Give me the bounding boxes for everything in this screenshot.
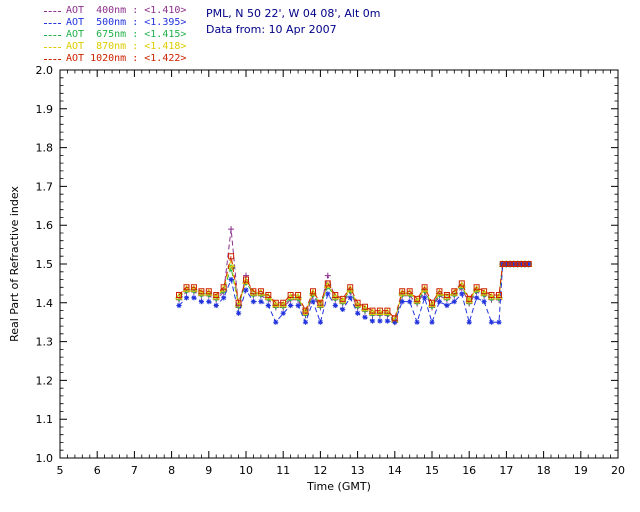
x-tick-label: 19 [574, 464, 588, 477]
header-date: Data from: 10 Apr 2007 [206, 23, 337, 36]
x-tick-label: 16 [462, 464, 476, 477]
legend-item: AOT 675nm : <1.415> [44, 29, 186, 41]
y-tick-label: 1.3 [36, 336, 54, 349]
legend-line-sample-icon [44, 34, 61, 36]
y-tick-label: 1.9 [36, 103, 54, 116]
x-tick-label: 11 [276, 464, 290, 477]
y-axis-title: Real Part of Refractive index [8, 186, 21, 342]
series-AOT-1020nm [176, 253, 532, 322]
legend-line-sample-icon [44, 22, 61, 24]
legend-label: AOT 870nm : <1.418> [66, 41, 187, 52]
legend-line-sample-icon [44, 10, 61, 12]
y-tick-label: 1.7 [36, 180, 54, 193]
y-tick-label: 1.8 [36, 142, 54, 155]
x-tick-label: 9 [205, 464, 212, 477]
legend-label: AOT 500nm : <1.395> [66, 17, 187, 28]
y-tick-label: 2.0 [36, 64, 54, 77]
legend-item: AOT 1020nm : <1.422> [44, 53, 186, 65]
x-tick-label: 17 [499, 464, 513, 477]
legend-line-sample-icon [44, 58, 61, 60]
legend-item: AOT 870nm : <1.418> [44, 41, 186, 53]
y-tick-label: 1.5 [36, 258, 54, 271]
x-tick-label: 8 [168, 464, 175, 477]
x-tick-label: 18 [537, 464, 551, 477]
x-tick-label: 7 [131, 464, 138, 477]
series-AOT-400nm [176, 226, 532, 326]
legend-item: AOT 400nm : <1.410> [44, 5, 186, 17]
x-axis-title: Time (GMT) [306, 480, 371, 493]
plot-frame [59, 69, 619, 459]
x-tick-label: 5 [57, 464, 64, 477]
x-tick-label: 6 [94, 464, 101, 477]
header-info: PML, N 50 22', W 04 08', Alt 0m Data fro… [206, 6, 380, 38]
x-tick-label: 14 [388, 464, 402, 477]
header-location: PML, N 50 22', W 04 08', Alt 0m [206, 7, 381, 20]
x-tick-label: 12 [313, 464, 327, 477]
legend: AOT 400nm : <1.410> AOT 500nm : <1.395> AO… [44, 5, 186, 65]
x-axis: 5 6 7 8 9 10 11 12 13 14 15 16 17 18 19 20 Time (GMT) [57, 464, 626, 493]
legend-line-sample-icon [44, 46, 61, 48]
legend-item: AOT 500nm : <1.395> [44, 17, 186, 29]
x-tick-label: 15 [425, 464, 439, 477]
y-tick-label: 1.0 [36, 452, 54, 465]
x-tick-label: 20 [611, 464, 625, 477]
y-tick-label: 1.6 [36, 219, 54, 232]
y-axis: 1.0 1.1 1.2 1.3 1.4 1.5 1.6 1.7 1.8 1.9 2.0 Real Pa… [8, 64, 53, 465]
legend-label: AOT 1020nm : <1.422> [66, 53, 187, 64]
y-tick-label: 1.2 [36, 374, 54, 387]
x-tick-label: 10 [239, 464, 253, 477]
y-tick-label: 1.4 [36, 297, 54, 310]
x-tick-label: 13 [351, 464, 365, 477]
y-tick-label: 1.1 [36, 413, 54, 426]
legend-label: AOT 675nm : <1.415> [66, 29, 187, 40]
legend-label: AOT 400nm : <1.410> [66, 5, 187, 16]
